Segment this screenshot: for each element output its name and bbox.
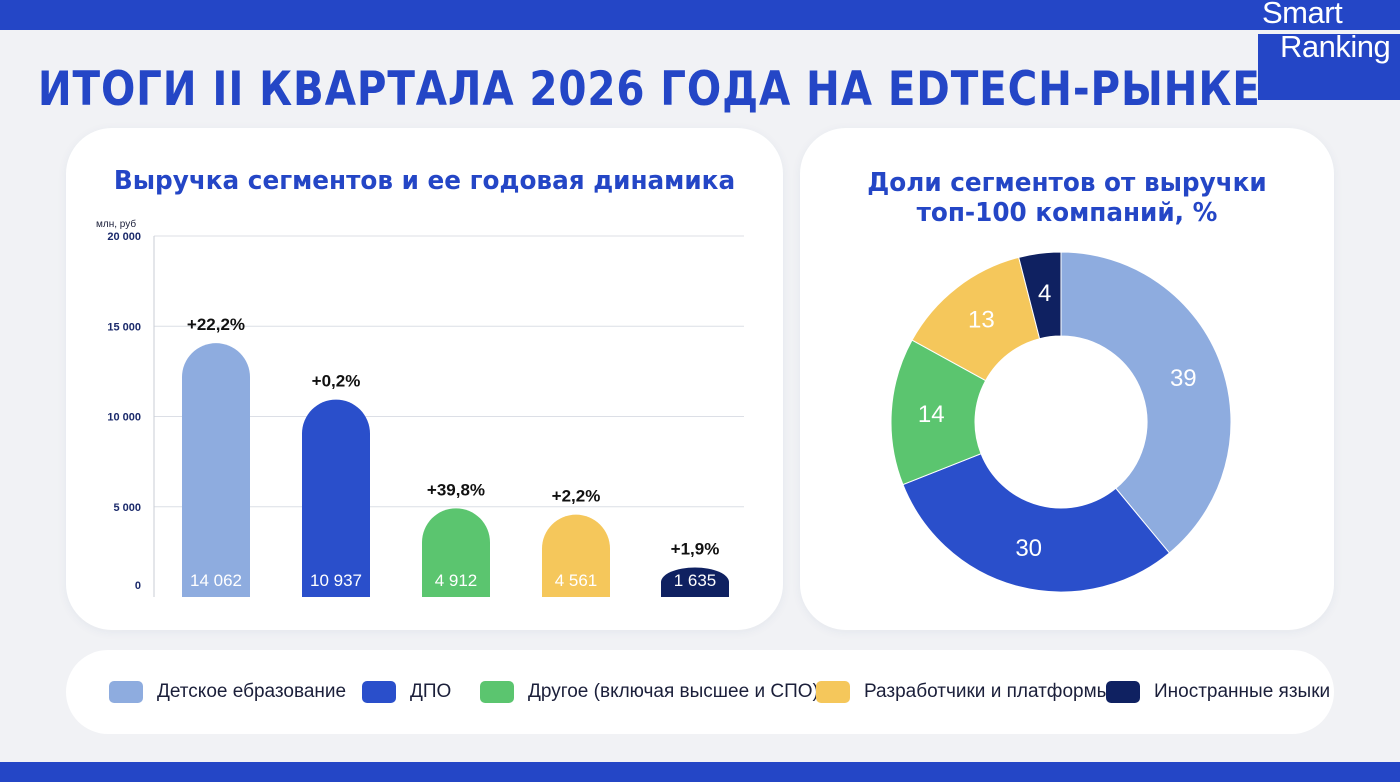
share-chart-card: Доли сегментов от выручки топ-100 компан… bbox=[800, 128, 1334, 630]
top-banner-bar bbox=[0, 0, 1400, 30]
y-tick-label: 0 bbox=[135, 580, 141, 592]
y-tick-label: 5 000 bbox=[113, 502, 141, 514]
legend-swatch bbox=[816, 681, 850, 703]
donut-slice-label: 13 bbox=[968, 306, 995, 333]
legend-item-other: Другое (включая высшее и СПО) bbox=[480, 681, 819, 703]
bar bbox=[542, 514, 610, 597]
bar-growth-label: +1,9% bbox=[671, 539, 720, 558]
donut-title-line-1: Доли сегментов от выручки bbox=[867, 168, 1267, 198]
legend-label: ДПО bbox=[410, 681, 452, 702]
smart-ranking-logo: Smart Ranking bbox=[1258, 0, 1400, 100]
bar-chart: млн, руб 0 5 000 10 000 15 000 20 000 14 062 +2… bbox=[96, 218, 744, 597]
legend-item-kids: Детское ебразование bbox=[109, 681, 346, 703]
bar-growth-label: +22,2% bbox=[187, 315, 245, 334]
bar-growth-label: +39,8% bbox=[427, 480, 485, 499]
bar bbox=[422, 508, 490, 597]
legend-item-developers: Разработчики и платформы bbox=[816, 681, 1110, 703]
legend-swatch bbox=[109, 681, 143, 703]
legend-item-languages: Иностранные языки bbox=[1106, 681, 1330, 703]
bar bbox=[302, 399, 370, 597]
bar-value-label: 4 912 bbox=[435, 571, 478, 590]
bar-value-label: 10 937 bbox=[310, 571, 362, 590]
legend-swatch bbox=[480, 681, 514, 703]
y-tick-label: 20 000 bbox=[107, 231, 141, 243]
donut-slice bbox=[902, 453, 1171, 593]
y-tick-label: 15 000 bbox=[107, 321, 141, 333]
legend-swatch bbox=[1106, 681, 1140, 703]
donut-chart: 39 30 14 13 4 bbox=[890, 251, 1232, 593]
donut-slice-label: 4 bbox=[1038, 280, 1051, 307]
donut-slice-label: 30 bbox=[1015, 535, 1042, 562]
bottom-banner-bar bbox=[0, 762, 1400, 782]
legend-item-dpo: ДПО bbox=[362, 681, 451, 703]
bar-chart-title: Выручка сегментов и ее годовая динамика bbox=[113, 166, 736, 196]
bar-value-label: 1 635 bbox=[674, 571, 717, 590]
legend-label: Детское ебразование bbox=[157, 681, 347, 702]
bar-value-label: 14 062 bbox=[190, 571, 242, 590]
y-tick-label: 10 000 bbox=[107, 412, 141, 424]
donut-slice bbox=[1060, 251, 1232, 554]
donut-title-line-2: топ-100 компаний, % bbox=[916, 198, 1218, 228]
legend-label: Иностранные языки bbox=[1154, 681, 1331, 702]
legend-label: Разработчики и платформы bbox=[864, 681, 1111, 702]
bar-growth-label: +0,2% bbox=[312, 372, 361, 391]
y-axis-label: млн, руб bbox=[96, 218, 136, 230]
page-title: ИТОГИ II КВАРТАЛА 2026 ГОДА НА EDTECH-РЫ… bbox=[37, 62, 1261, 117]
legend: Детское ебразование ДПО Другое (включая … bbox=[66, 650, 1334, 734]
donut-slice-label: 14 bbox=[918, 401, 945, 428]
revenue-chart-card: Выручка сегментов и ее годовая динамика … bbox=[66, 128, 783, 630]
bar bbox=[661, 567, 729, 597]
bar-value-label: 4 561 bbox=[555, 571, 598, 590]
legend-label: Другое (включая высшее и СПО) bbox=[528, 681, 819, 702]
logo-line-1: Smart bbox=[1262, 0, 1343, 30]
bar-growth-label: +2,2% bbox=[552, 487, 601, 506]
legend-swatch bbox=[362, 681, 396, 703]
logo-line-2: Ranking bbox=[1280, 29, 1391, 64]
donut-slice bbox=[1018, 251, 1062, 340]
donut-slice-label: 39 bbox=[1170, 365, 1197, 392]
donut-chart-title: Доли сегментов от выручки топ-100 компан… bbox=[813, 168, 1320, 228]
bar bbox=[182, 343, 250, 597]
